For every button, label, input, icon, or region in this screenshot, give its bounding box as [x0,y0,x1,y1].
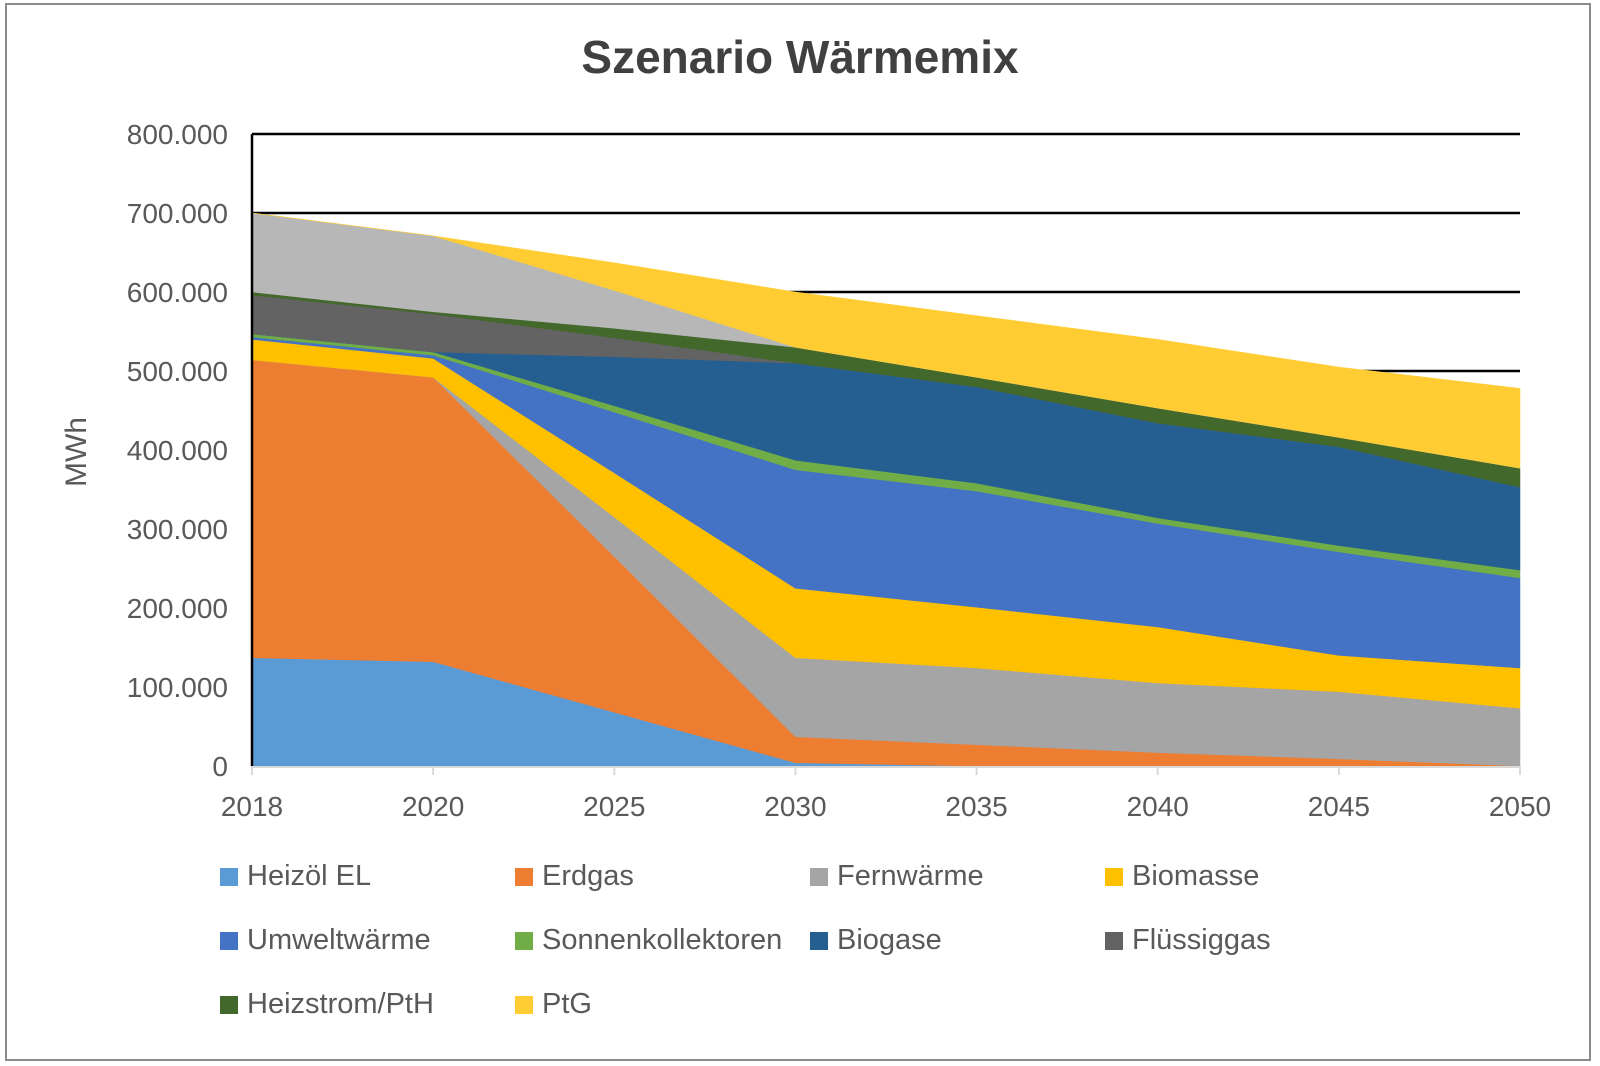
x-tick-label: 2025 [583,791,645,822]
legend-swatch [220,867,238,886]
legend-swatch [810,931,828,950]
x-tick-label: 2050 [1489,791,1551,822]
legend-item: PtG [515,988,592,1021]
y-tick-label: 100.000 [127,672,228,703]
legend-item: Biomasse [1105,860,1259,893]
x-tick-label: 2018 [221,791,283,822]
legend-item: Flüssiggas [1105,924,1271,957]
legend-swatch [515,867,533,886]
x-tick-label: 2045 [1308,791,1370,822]
legend-swatch [810,867,828,886]
y-axis-label: MWh [60,417,93,487]
legend-item: Heizstrom/PtH [220,988,434,1021]
y-tick-label: 300.000 [127,514,228,545]
x-tick-label: 2035 [945,791,1007,822]
legend-item: Biogase [810,924,942,957]
x-tick-labels: 2018 2020 2025 2030 2035 2040 2045 2050 [221,791,1551,822]
legend-item: Heizöl EL [220,860,371,893]
y-tick-label: 200.000 [127,593,228,624]
legend-label: Umweltwärme [247,924,431,956]
chart-frame [5,3,1591,1061]
legend-label: Heizöl EL [247,860,372,892]
y-tick-label: 700.000 [127,198,228,229]
y-tick-label: 400.000 [127,435,228,466]
legend-label: Fernwärme [837,860,984,892]
legend-swatch [515,995,533,1014]
legend-swatch [220,995,238,1014]
x-tick-label: 2040 [1127,791,1189,822]
legend-swatch [515,931,533,950]
legend-label: PtG [542,988,592,1020]
legend-label: Sonnenkollektoren [542,924,783,956]
y-tick-label: 500.000 [127,356,228,387]
legend-label: Biomasse [1132,860,1260,892]
area-layer [251,212,1521,767]
area-series-ptg [251,212,1521,469]
legend-item: Fernwärme [810,860,984,893]
y-tick-label: 600.000 [127,277,228,308]
legend-swatch [1105,867,1123,886]
legend-item: Sonnenkollektoren [515,924,782,957]
legend-swatch [220,931,238,950]
legend-label: Flüssiggas [1132,924,1271,956]
y-tick-label: 800.000 [127,119,228,150]
legend-swatch [1105,931,1123,950]
chart-title: Szenario Wärmemix [581,31,1019,83]
axes [250,134,1521,775]
legend-label: Erdgas [542,860,634,892]
legend-label: Heizstrom/PtH [247,988,434,1020]
legend-item: Umweltwärme [220,924,431,957]
y-tick-labels: 0 100.000 200.000 300.000 400.000 500.000 600.… [127,119,228,782]
y-tick-label: 0 [212,751,228,782]
x-tick-label: 2030 [764,791,826,822]
legend-item: Erdgas [515,860,634,893]
legend-label: Biogase [837,924,942,956]
x-tick-label: 2020 [402,791,464,822]
